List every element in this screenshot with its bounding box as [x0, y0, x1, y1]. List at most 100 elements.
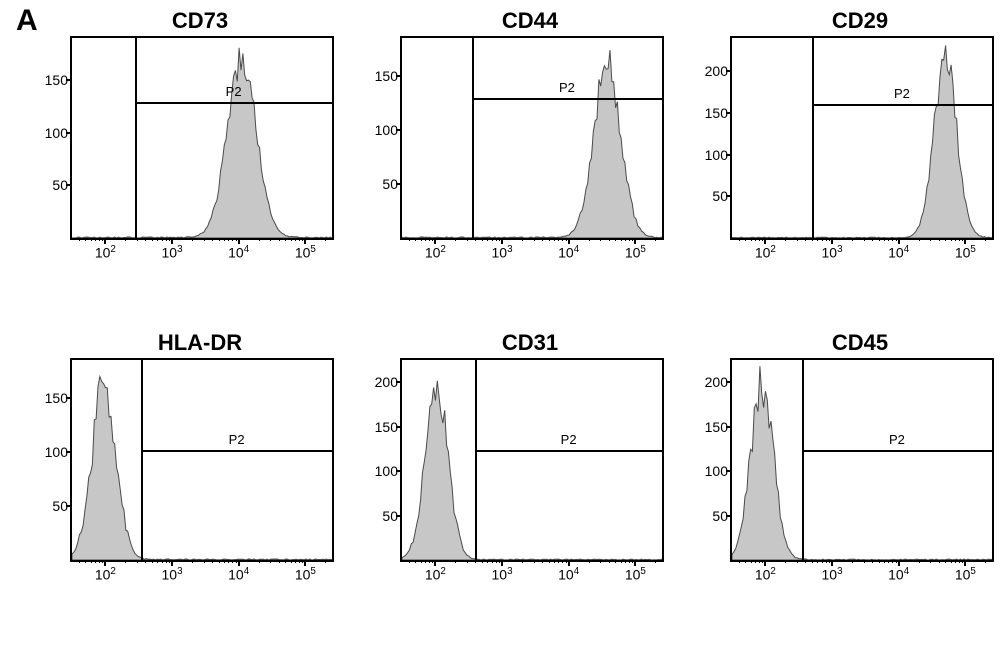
xtick-minor [755, 238, 756, 241]
xtick-minor [219, 238, 220, 241]
xtick-minor [85, 238, 86, 241]
ytick-label: 150 [45, 390, 68, 406]
xtick-minor [962, 238, 963, 241]
xtick-minor [930, 560, 931, 563]
xtick-label: 104 [888, 566, 909, 583]
xtick-label: 102 [755, 566, 776, 583]
xtick-minor [589, 238, 590, 241]
xtick-label: 102 [425, 244, 446, 261]
plot-cd29: CD2950100150200102103104105P2 [730, 8, 990, 240]
xtick-minor [864, 560, 865, 563]
xtick-minor [751, 238, 752, 241]
xtick-minor [755, 560, 756, 563]
xtick-minor [487, 560, 488, 563]
plot-title: CD44 [400, 8, 660, 36]
plot-area: 50100150102103104105P2 [70, 36, 334, 240]
ytick-label: 50 [382, 176, 398, 192]
gate-horizontal [812, 104, 992, 106]
xtick-minor [817, 238, 818, 241]
xtick-minor [805, 238, 806, 241]
xtick-minor [99, 560, 100, 563]
xtick-minor [95, 238, 96, 241]
xtick-minor [496, 238, 497, 241]
plot-cd44: CD4450100150102103104105P2 [400, 8, 660, 240]
xtick-minor [522, 560, 523, 563]
xtick-minor [228, 238, 229, 241]
xtick-minor [955, 238, 956, 241]
xtick-minor [325, 238, 326, 241]
xtick-minor [409, 238, 410, 241]
panel-label: A [16, 4, 38, 38]
xtick-minor [534, 238, 535, 241]
xtick-minor [236, 560, 237, 563]
xtick-minor [864, 238, 865, 241]
xtick-minor [467, 238, 468, 241]
xtick-label: 103 [491, 566, 512, 583]
xtick-label: 102 [95, 244, 116, 261]
gate-label: P2 [561, 432, 577, 447]
xtick-minor [432, 560, 433, 563]
xtick-minor [137, 560, 138, 563]
xtick-minor [629, 560, 630, 563]
xtick-minor [609, 560, 610, 563]
xtick-minor [125, 238, 126, 241]
xtick-minor [919, 560, 920, 563]
xtick-minor [829, 560, 830, 563]
xtick-minor [566, 238, 567, 241]
xtick-minor [95, 560, 96, 563]
xtick-minor [259, 560, 260, 563]
xtick-minor [79, 238, 80, 241]
xtick-minor [621, 238, 622, 241]
xtick-minor [169, 238, 170, 241]
plot-title: CD29 [730, 8, 990, 36]
xtick-minor [492, 238, 493, 241]
xtick-minor [797, 560, 798, 563]
xtick-minor [884, 560, 885, 563]
xtick-minor [302, 560, 303, 563]
xtick-minor [919, 238, 920, 241]
xtick-minor [152, 560, 153, 563]
histogram [402, 38, 662, 238]
ytick-label: 150 [375, 419, 398, 435]
xtick-minor [785, 560, 786, 563]
xtick-minor [279, 238, 280, 241]
ytick-label: 150 [705, 419, 728, 435]
xtick-minor [125, 560, 126, 563]
xtick-minor [91, 560, 92, 563]
xtick-label: 104 [228, 566, 249, 583]
xtick-minor [475, 560, 476, 563]
xtick-minor [487, 238, 488, 241]
xtick-minor [562, 238, 563, 241]
gate-horizontal [141, 450, 332, 452]
xtick-minor [762, 238, 763, 241]
xtick-label: 102 [425, 566, 446, 583]
xtick-minor [562, 560, 563, 563]
xtick-minor [896, 238, 897, 241]
gate-horizontal [135, 102, 332, 104]
xtick-minor [425, 560, 426, 563]
xtick-minor [467, 560, 468, 563]
xtick-minor [826, 560, 827, 563]
xtick-minor [884, 238, 885, 241]
xtick-minor [542, 238, 543, 241]
gate-label: P2 [889, 432, 905, 447]
xtick-minor [655, 560, 656, 563]
xtick-minor [632, 238, 633, 241]
ytick-label: 150 [375, 68, 398, 84]
plot-cd45: CD4550100150200102103104105P2 [730, 330, 990, 562]
xtick-minor [554, 560, 555, 563]
xtick-label: 103 [491, 244, 512, 261]
xtick-minor [939, 560, 940, 563]
xtick-minor [91, 238, 92, 241]
xtick-minor [224, 560, 225, 563]
xtick-minor [102, 560, 103, 563]
xtick-minor [759, 560, 760, 563]
xtick-minor [812, 560, 813, 563]
xtick-minor [415, 238, 416, 241]
xtick-minor [429, 560, 430, 563]
xtick-minor [270, 560, 271, 563]
xtick-minor [888, 238, 889, 241]
xtick-label: 103 [161, 244, 182, 261]
gate-horizontal [475, 450, 662, 452]
xtick-minor [232, 238, 233, 241]
